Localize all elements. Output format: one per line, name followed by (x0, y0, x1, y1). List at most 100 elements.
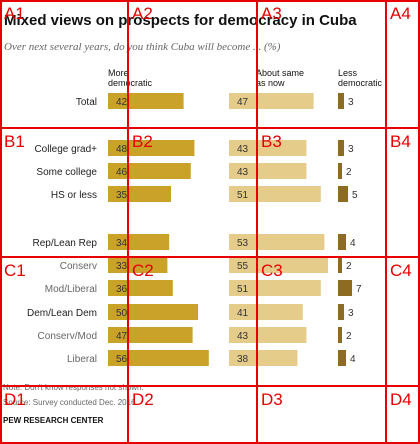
value-label-some-college-col0: 46 (116, 167, 128, 178)
row-label-mod-liberal: Mod/Liberal (45, 284, 97, 295)
row-label-rep-lean-rep: Rep/Lean Rep (33, 238, 98, 249)
bar-dem-lean-dem-col0 (108, 304, 198, 320)
bar-total-col1 (229, 93, 314, 109)
bar-some-college-col1 (229, 163, 307, 179)
grid-label-d3: D3 (261, 390, 283, 409)
value-label-conserv-mod-col2: 2 (346, 331, 352, 342)
bar-total-col0 (108, 93, 184, 109)
value-label-mod-liberal-col0: 36 (116, 284, 128, 295)
grid-label-b1: B1 (4, 132, 25, 151)
grid-label-b4: B4 (390, 132, 411, 151)
bar-liberal-col1 (229, 350, 298, 366)
bar-college-grad-col2 (338, 140, 344, 156)
row-rep-lean-rep: Rep/Lean Rep 34 53 4 (33, 234, 356, 250)
bar-rep-lean-rep-col2 (338, 234, 346, 250)
value-label-total-col0: 42 (116, 97, 128, 108)
bar-hs-or-less-col2 (338, 186, 348, 202)
row-label-dem-lean-dem: Dem/Lean Dem (27, 308, 97, 319)
value-label-rep-lean-rep-col2: 4 (350, 238, 356, 249)
grid-label-c1: C1 (4, 261, 26, 280)
grid-label-d2: D2 (132, 390, 154, 409)
value-label-liberal-col2: 4 (350, 354, 356, 365)
grid-label-a1: A1 (4, 4, 25, 23)
value-label-mod-liberal-col2: 7 (356, 284, 362, 295)
bar-conserv-col0 (108, 257, 168, 273)
row-label-conserv: Conserv (60, 261, 97, 272)
bar-hs-or-less-col1 (229, 186, 321, 202)
column-header-2-line-0: Less (338, 68, 358, 78)
bar-some-college-col2 (338, 163, 342, 179)
value-label-conserv-col2: 2 (346, 261, 352, 272)
grid-label-b3: B3 (261, 132, 282, 151)
value-label-total-col1: 47 (237, 97, 249, 108)
chart-title: Mixed views on prospects for democracy i… (4, 12, 357, 29)
row-conserv-mod: Conserv/Mod 47 43 2 (38, 327, 352, 343)
value-label-mod-liberal-col1: 51 (237, 284, 249, 295)
grid-label-c4: C4 (390, 261, 412, 280)
row-dem-lean-dem: Dem/Lean Dem 50 41 3 (27, 304, 354, 320)
value-label-conserv-mod-col1: 43 (237, 331, 249, 342)
column-header-0-line-1: democratic (108, 78, 153, 88)
row-label-liberal: Liberal (67, 354, 97, 365)
bar-liberal-col2 (338, 350, 346, 366)
value-label-some-college-col1: 43 (237, 167, 249, 178)
bar-total-col2 (338, 93, 344, 109)
grid-label-a2: A2 (132, 4, 153, 23)
row-hs-or-less: HS or less 35 51 5 (51, 186, 358, 202)
value-label-conserv-mod-col0: 47 (116, 331, 128, 342)
grid-label-a3: A3 (261, 4, 282, 23)
value-label-liberal-col0: 56 (116, 354, 128, 365)
bar-conserv-mod-col0 (108, 327, 193, 343)
bar-hs-or-less-col0 (108, 186, 171, 202)
column-header-1-line-0: About same (256, 68, 304, 78)
grid-label-c2: C2 (132, 261, 154, 280)
bar-dem-lean-dem-col2 (338, 304, 344, 320)
value-label-hs-or-less-col0: 35 (116, 190, 128, 201)
bar-conserv-col2 (338, 257, 342, 273)
source-brand: PEW RESEARCH CENTER (3, 416, 104, 425)
value-label-some-college-col2: 2 (346, 167, 352, 178)
row-label-college-grad: College grad+ (34, 144, 97, 155)
value-label-hs-or-less-col2: 5 (352, 190, 358, 201)
bar-conserv-col1 (229, 257, 328, 273)
row-label-total: Total (76, 97, 97, 108)
value-label-dem-lean-dem-col2: 3 (348, 308, 354, 319)
row-college-grad: College grad+ 48 43 3 (34, 140, 354, 156)
bar-conserv-mod-col2 (338, 327, 342, 343)
column-header-2-line-1: democratic (338, 78, 383, 88)
value-label-dem-lean-dem-col1: 41 (237, 308, 249, 319)
footnote-note: Note: Don't know responses not shown. (3, 383, 144, 392)
value-label-college-grad-col0: 48 (116, 144, 128, 155)
value-label-rep-lean-rep-col1: 53 (237, 238, 249, 249)
bar-dem-lean-dem-col1 (229, 304, 303, 320)
value-label-college-grad-col2: 3 (348, 144, 354, 155)
grid-label-d4: D4 (390, 390, 412, 409)
bar-rep-lean-rep-col0 (108, 234, 170, 250)
footnote-source: Source: Survey conducted Dec. 2016. (3, 398, 138, 407)
bar-college-grad-col1 (229, 140, 307, 156)
value-label-conserv-col0: 33 (116, 261, 128, 272)
bar-mod-liberal-col2 (338, 280, 352, 296)
chart-subtitle: Over next several years, do you think Cu… (4, 41, 281, 53)
value-label-rep-lean-rep-col0: 34 (116, 238, 128, 249)
bar-liberal-col0 (108, 350, 209, 366)
column-header-0-line-0: More (108, 68, 129, 78)
row-conserv: Conserv 33 55 2 (60, 257, 352, 273)
row-label-some-college: Some college (36, 167, 97, 178)
grid-label-b2: B2 (132, 132, 153, 151)
row-some-college: Some college 46 43 2 (36, 163, 352, 179)
value-label-hs-or-less-col1: 51 (237, 190, 249, 201)
row-total: Total 42 47 3 (76, 93, 354, 109)
grid-label-c3: C3 (261, 261, 283, 280)
value-label-college-grad-col1: 43 (237, 144, 249, 155)
column-header-1-line-1: as now (256, 78, 285, 88)
row-liberal: Liberal 56 38 4 (67, 350, 356, 366)
value-label-liberal-col1: 38 (237, 354, 249, 365)
value-label-dem-lean-dem-col0: 50 (116, 308, 128, 319)
row-mod-liberal: Mod/Liberal 36 51 7 (45, 280, 362, 296)
